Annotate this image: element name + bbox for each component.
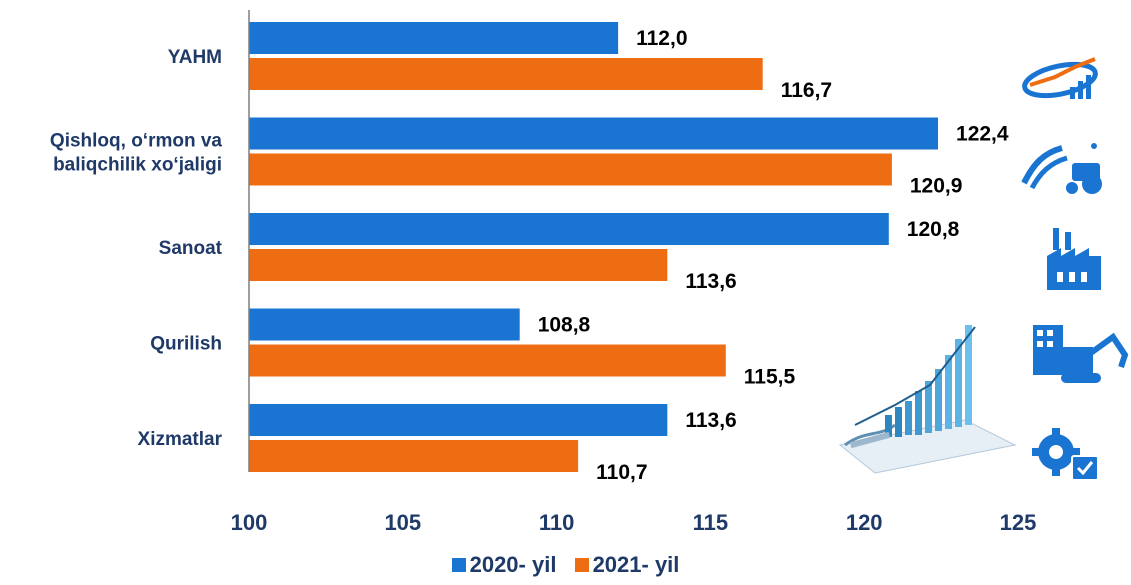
bar-2020-4 (249, 404, 668, 436)
value-label: 113,6 (685, 270, 736, 293)
legend-item-2021: 2021- yil (574, 552, 680, 578)
value-label: 108,8 (538, 314, 591, 337)
category-label: baliqchilik xo‘jaligi (53, 155, 222, 176)
bar-2021-4 (249, 440, 579, 472)
value-label: 112,0 (636, 27, 687, 50)
agriculture-tractor-icon (1021, 143, 1102, 194)
bar-2021-1 (249, 153, 892, 186)
value-labels: 112,0 116,7 122,4 120,9 120,8 113,6 108,8 115,5… (538, 27, 1009, 484)
category-label: Xizmatlar (138, 429, 223, 450)
factory-icon (1047, 228, 1101, 290)
value-label: 122,4 (956, 123, 1009, 146)
bar-2021-3 (249, 344, 726, 377)
legend: 2020- yil 2021- yil (0, 552, 1131, 578)
x-tick-label: 120 (846, 510, 883, 535)
bar-2020-1 (249, 117, 939, 150)
construction-icon (1033, 325, 1129, 383)
bar-2021-0 (249, 58, 763, 90)
category-label: Qurilish (150, 334, 222, 355)
value-label: 120,8 (907, 218, 960, 241)
x-tick-labels: 100 105 110 115 120 125 (231, 510, 1037, 535)
value-label: 116,7 (781, 79, 832, 102)
legend-label-2021: 2021- yil (592, 552, 680, 577)
services-gear-icon (1032, 428, 1099, 481)
economy-chart-icon (1022, 57, 1098, 99)
legend-item-2020: 2020- yil (451, 552, 557, 578)
x-tick-label: 115 (693, 510, 729, 535)
legend-swatch-2021 (574, 558, 589, 572)
x-tick-label: 125 (1000, 510, 1037, 535)
category-label: Qishloq, o‘rmon va (50, 131, 223, 152)
x-tick-label: 105 (384, 510, 421, 535)
value-label: 120,9 (910, 175, 963, 198)
x-tick-label: 100 (231, 510, 268, 535)
category-label: Sanoat (159, 238, 223, 259)
category-label: YAHM (168, 47, 222, 68)
value-label: 115,5 (744, 366, 796, 389)
bar-2021-2 (249, 249, 668, 281)
legend-swatch-2020 (451, 558, 466, 572)
growth-bar-chart-illustration (838, 325, 1017, 474)
category-labels: YAHM Qishloq, o‘rmon va baliqchilik xo‘jal… (50, 47, 223, 450)
x-tick-label: 110 (539, 510, 575, 535)
bar-2020-3 (249, 308, 520, 341)
value-label: 113,6 (685, 409, 736, 432)
bars-layer (249, 22, 939, 472)
bar-2020-2 (249, 213, 889, 245)
legend-label-2020: 2020- yil (469, 552, 557, 577)
value-label: 110,7 (596, 461, 647, 484)
bar-2020-0 (249, 22, 619, 54)
